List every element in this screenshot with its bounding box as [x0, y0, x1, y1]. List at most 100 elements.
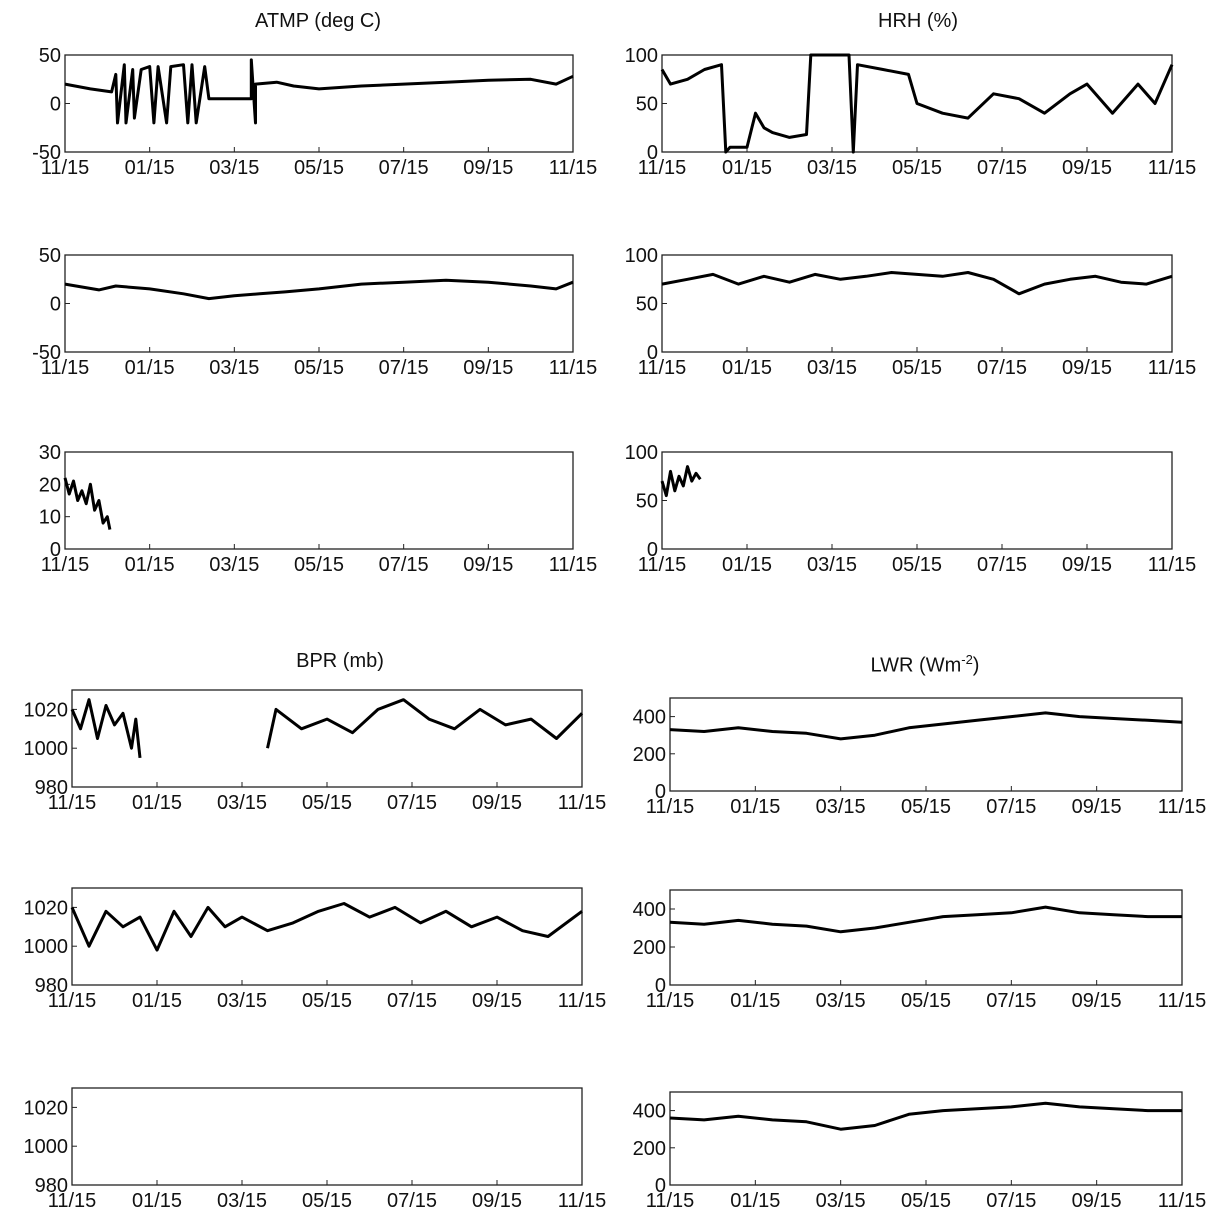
- bpr1-ytick: 1000: [24, 738, 69, 760]
- lwr2-ytick: 400: [633, 899, 666, 921]
- atmp2-series-0: [64, 278, 574, 301]
- bpr3-xtick: 09/15: [472, 1190, 522, 1212]
- atmp2-xtick: 03/15: [209, 357, 259, 379]
- hrh1-ytick: 100: [625, 45, 658, 67]
- lwr2-ytick: 0: [655, 975, 666, 997]
- atmp2-xtick: 05/15: [294, 357, 344, 379]
- atmp1-ytick: 0: [50, 94, 61, 116]
- bpr3-xtick: 01/15: [132, 1190, 182, 1212]
- hrh3-xtick: 11/15: [1148, 554, 1197, 576]
- bpr2-xtick: 03/15: [217, 990, 267, 1012]
- bpr2-xtick: 01/15: [132, 990, 182, 1012]
- hrh3-series-0: [660, 465, 702, 498]
- lwr3-xtick: 05/15: [901, 1190, 951, 1212]
- lwr1-frame: [669, 697, 1183, 792]
- hrh3-xtick: 07/15: [977, 554, 1027, 576]
- lwr1-series-0: [669, 711, 1183, 741]
- atmp3-xtick: 05/15: [294, 554, 344, 576]
- lwr2-series-0: [669, 905, 1182, 934]
- hrh-title: HRH (%): [878, 10, 958, 32]
- bpr2-xtick: 09/15: [472, 990, 522, 1012]
- lwr2-xtick: 03/15: [816, 990, 866, 1012]
- atmp2-xtick: 11/15: [41, 357, 90, 379]
- atmp1-xtick: 11/15: [41, 157, 90, 179]
- bpr1-xtick: 09/15: [472, 792, 522, 814]
- bpr2-series-0: [70, 902, 583, 952]
- atmp3-series-0: [63, 477, 112, 530]
- atmp3-xtick: 11/15: [41, 554, 90, 576]
- atmp1-xtick: 05/15: [294, 157, 344, 179]
- atmp3-ytick: 0: [50, 539, 61, 561]
- atmp2-frame: [64, 254, 574, 353]
- lwr1-xtick: 11/15: [646, 796, 695, 818]
- lwr2-xtick: 09/15: [1072, 990, 1122, 1012]
- atmp1-ytick: 50: [39, 45, 61, 67]
- bpr2-ytick: 1020: [24, 897, 69, 919]
- hrh3-ytick: 100: [625, 442, 658, 464]
- bpr3-xtick: 05/15: [302, 1190, 352, 1212]
- atmp3-xtick: 01/15: [125, 554, 175, 576]
- bpr3-xtick: 03/15: [217, 1190, 267, 1212]
- atmp3-ytick: 20: [39, 474, 61, 496]
- hrh3-xtick: 05/15: [892, 554, 942, 576]
- bpr3-ytick: 1020: [24, 1097, 69, 1119]
- hrh2-xtick: 05/15: [892, 357, 942, 379]
- hrh1-xtick: 11/15: [638, 157, 687, 179]
- hrh2-xtick: 11/15: [638, 357, 687, 379]
- atmp3-xtick: 07/15: [379, 554, 429, 576]
- bpr1-ytick: 1020: [24, 699, 69, 721]
- bpr3-xtick: 11/15: [558, 1190, 607, 1212]
- atmp1-xtick: 11/15: [549, 157, 598, 179]
- hrh3-ytick: 0: [647, 539, 658, 561]
- lwr-title-close: ): [972, 654, 980, 677]
- atmp-title: ATMP (deg C): [255, 10, 381, 32]
- lwr1-xtick: 09/15: [1072, 796, 1122, 818]
- lwr-title: LWR (Wm-2): [871, 652, 980, 678]
- lwr3-xtick: 01/15: [730, 1190, 780, 1212]
- bpr3-frame: [71, 1087, 583, 1186]
- lwr-title-sup: -2: [961, 652, 973, 667]
- lwr1-xtick: 11/15: [1158, 796, 1207, 818]
- atmp2-xtick: 09/15: [463, 357, 513, 379]
- atmp1-series-0: [64, 58, 574, 125]
- hrh2-xtick: 09/15: [1062, 357, 1112, 379]
- bpr3-xtick: 11/15: [48, 1190, 97, 1212]
- hrh2-xtick: 03/15: [807, 357, 857, 379]
- atmp2-xtick: 07/15: [379, 357, 429, 379]
- lwr1-xtick: 07/15: [986, 796, 1036, 818]
- hrh3-ytick: 50: [636, 491, 658, 513]
- atmp3-ytick: 30: [39, 442, 61, 464]
- lwr2-xtick: 11/15: [1158, 990, 1207, 1012]
- lwr1-ytick: 200: [633, 744, 666, 766]
- hrh1-xtick: 01/15: [722, 157, 772, 179]
- atmp3-xtick: 11/15: [549, 554, 598, 576]
- lwr3-xtick: 07/15: [986, 1190, 1036, 1212]
- bpr1-xtick: 11/15: [558, 792, 607, 814]
- hrh1-xtick: 09/15: [1062, 157, 1112, 179]
- lwr3-ytick: 400: [633, 1101, 666, 1123]
- atmp1-ytick: -50: [32, 142, 61, 164]
- lwr3-xtick: 03/15: [816, 1190, 866, 1212]
- bpr1-series-1: [266, 698, 584, 749]
- lwr3-ytick: 0: [655, 1175, 666, 1197]
- lwr2-frame: [669, 889, 1183, 986]
- hrh1-series-0: [660, 53, 1174, 154]
- hrh2-xtick: 01/15: [722, 357, 772, 379]
- bpr1-xtick: 07/15: [387, 792, 437, 814]
- atmp1-xtick: 09/15: [463, 157, 513, 179]
- atmp3-ytick: 10: [39, 507, 61, 529]
- bpr3-ytick: 980: [35, 1175, 68, 1197]
- bpr1-ytick: 980: [35, 777, 68, 799]
- hrh3-xtick: 09/15: [1062, 554, 1112, 576]
- hrh1-xtick: 03/15: [807, 157, 857, 179]
- bpr2-xtick: 11/15: [48, 990, 97, 1012]
- hrh2-xtick: 11/15: [1148, 357, 1197, 379]
- lwr1-xtick: 03/15: [816, 796, 866, 818]
- lwr2-xtick: 11/15: [646, 990, 695, 1012]
